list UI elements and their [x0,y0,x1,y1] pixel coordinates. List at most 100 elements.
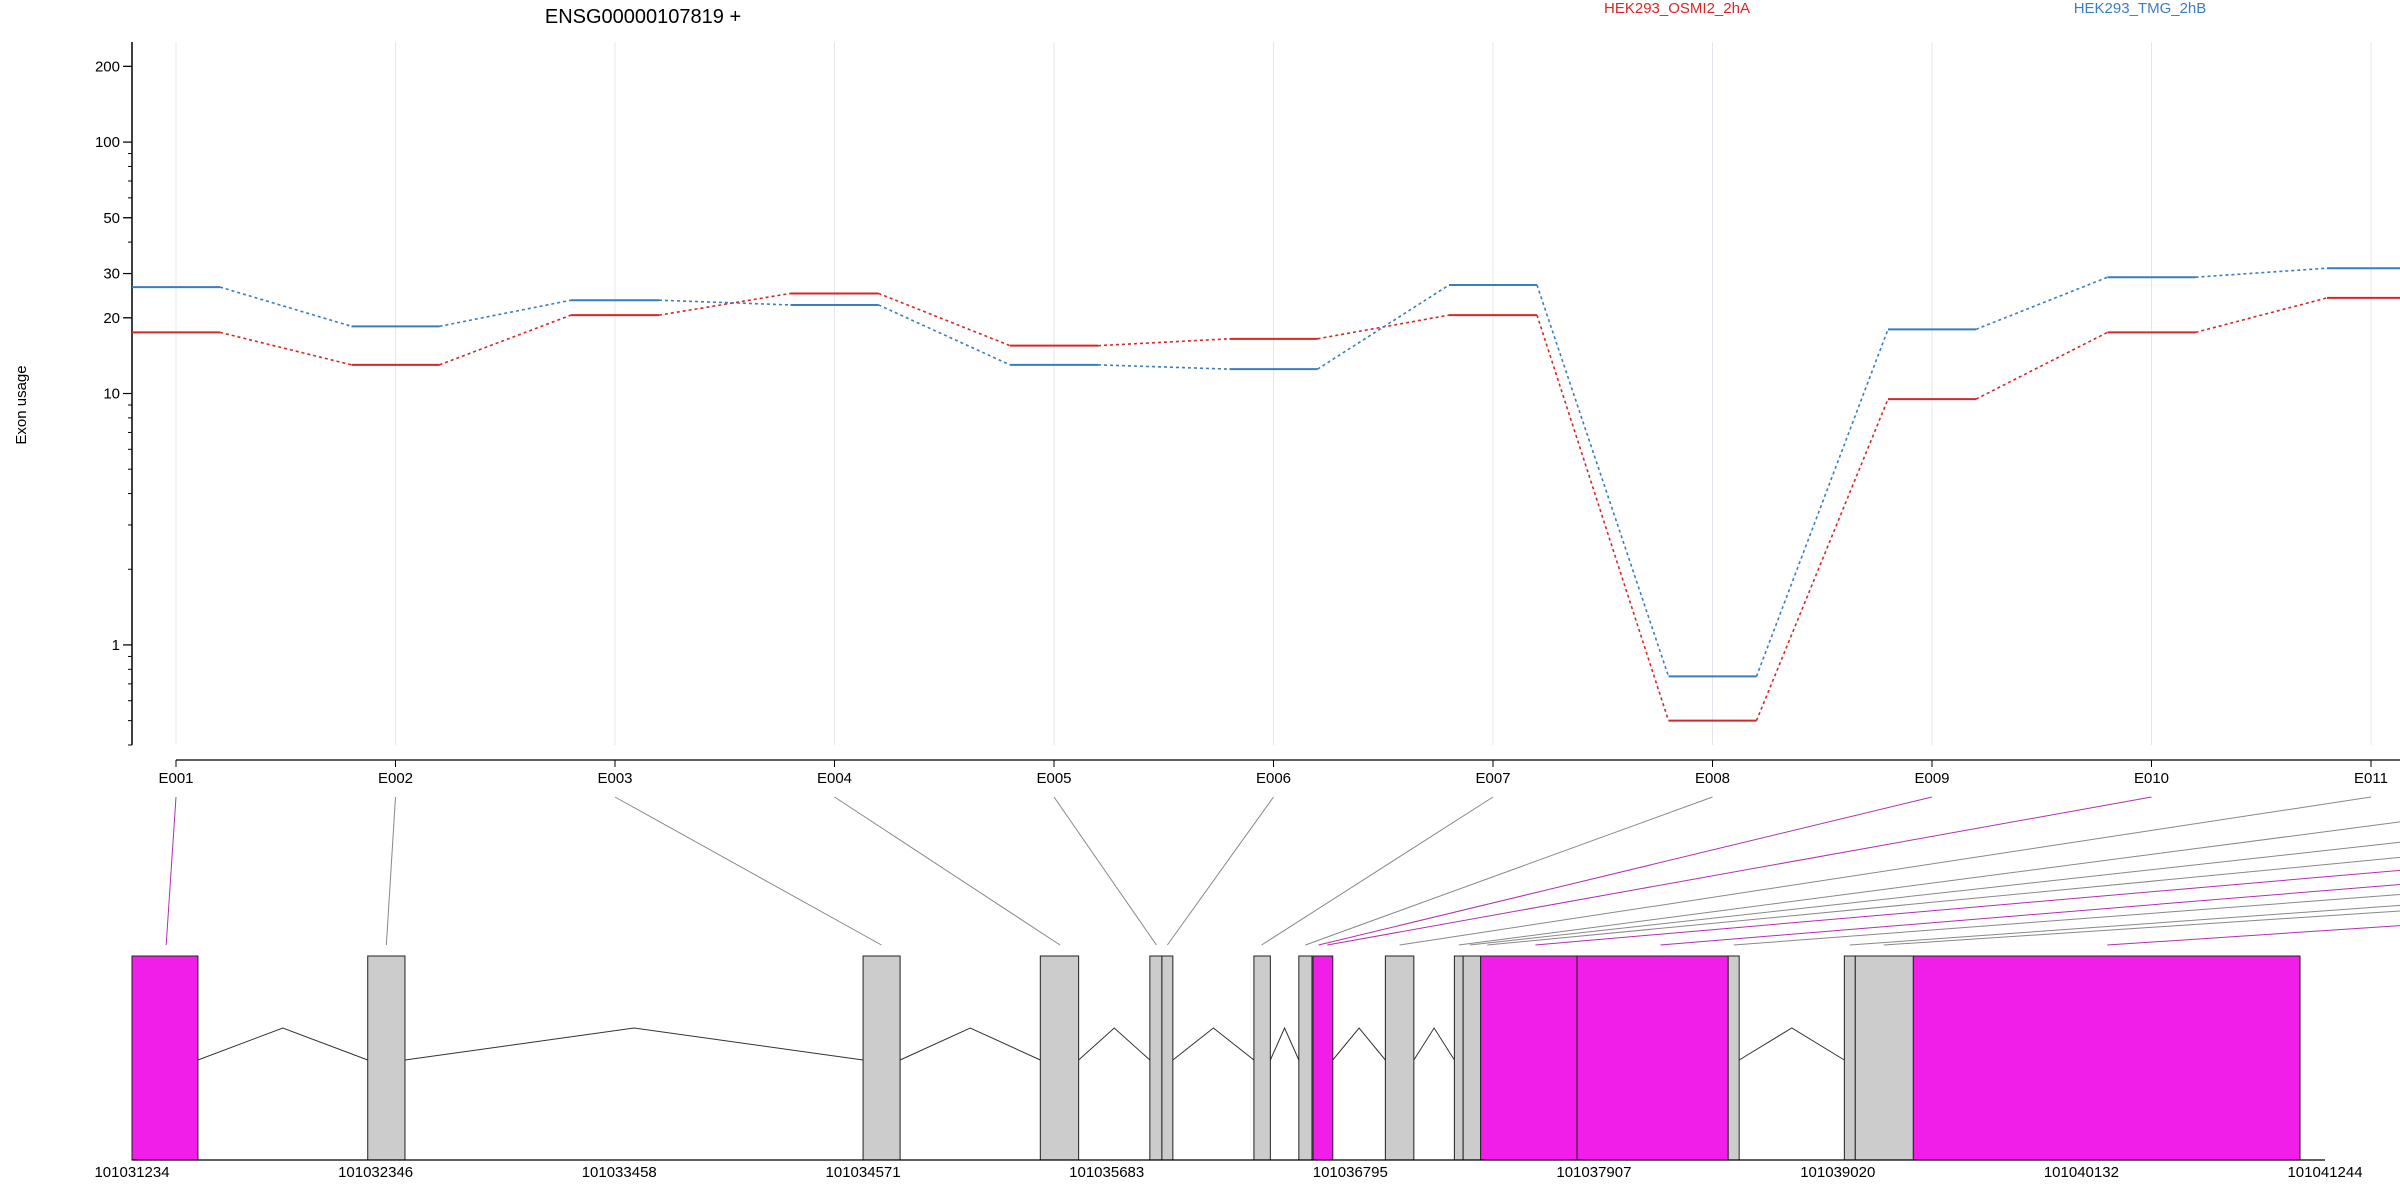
intron-line [1078,1027,1151,1061]
series-connector [1097,338,1230,347]
connector-E015 [1535,869,2400,946]
series-connector [1975,276,2108,331]
series-connector [1755,398,1889,721]
y-axis-label: Exon usage [13,365,30,444]
intron-line [1332,1027,1386,1061]
y-tick-label: 100 [95,134,120,151]
coord-tick-label: 101037907 [1556,1164,1631,1181]
connector-E002 [385,796,396,946]
coord-tick-label: 101034571 [826,1164,901,1181]
exon-block-highlighted [1312,955,1334,1161]
series-osmi2 [132,292,2400,722]
connector-E004 [834,796,1061,946]
exon-block [1384,955,1415,1161]
series-connector [2195,267,2328,279]
connector-E013 [1469,841,2400,946]
series-connector [1755,329,1889,677]
x-tick-label-E001: E001 [158,770,193,787]
exon-block-highlighted [1576,955,1729,1161]
exon-block [1161,955,1174,1161]
intron-line [1738,1027,1845,1061]
x-tick-label-E009: E009 [1914,770,1949,787]
connector-E007 [1261,796,1494,946]
x-tick-label-E011: E011 [2354,770,2388,787]
exon-block-highlighted [131,955,199,1161]
chart-title: ENSG00000107819 + [545,6,741,28]
series-connector [1536,314,1670,721]
exon-block-highlighted [1912,955,2301,1161]
coord-tick-label: 101040132 [2044,1164,2119,1181]
connector-E010 [1327,796,2152,946]
series-connector [439,299,572,328]
exon-block [1298,955,1313,1161]
series-layer [132,267,2400,722]
exon-block [1253,955,1271,1161]
exon-block [1854,955,1914,1161]
y-tick-label: 30 [103,266,120,283]
coord-tick-label: 101036795 [1313,1164,1388,1181]
connector-E006 [1166,796,1274,946]
coord-tick-label: 101039020 [1800,1164,1875,1181]
gene-model [131,955,2301,1161]
series-connector [1536,284,1670,677]
connector-E012 [1458,821,2400,946]
exon-block [1149,955,1163,1161]
coord-tick-label: 101041244 [2287,1164,2362,1181]
x-tick-label-E006: E006 [1256,770,1291,787]
x-tick-label-E007: E007 [1475,770,1510,787]
legend-entry-osmi2: HEK293_OSMI2_2hA [1604,0,1750,17]
connector-E001 [165,796,177,946]
y-tick-label: 50 [103,210,120,227]
y-tick-label: 10 [103,386,120,403]
connector-E005 [1053,796,1157,946]
exon-block [367,955,406,1161]
connector-E014 [1487,856,2400,946]
legend-entry-tmg: HEK293_TMG_2hB [2074,0,2207,17]
connector-E009 [1318,796,1933,946]
intron-line [1269,1026,1300,1061]
exon-block [1462,955,1482,1161]
coord-tick-label: 101033458 [582,1164,657,1181]
connector-E019 [1883,910,2400,946]
connector-E017 [1733,894,2400,946]
exon-block [862,955,901,1161]
x-tick-label-E010: E010 [2134,770,2169,787]
coord-tick-label: 101031234 [94,1164,169,1181]
connector-E011 [1399,796,2372,946]
intron-line [1172,1027,1255,1061]
connector-E016 [1660,883,2400,946]
connector-E018 [1849,904,2400,946]
intron-line [899,1027,1041,1061]
series-connector [1097,364,1230,370]
series-tmg [132,267,2400,678]
y-tick-label: 1 [112,637,120,654]
series-connector [219,286,352,328]
series-connector [658,292,791,316]
exon-block [1453,955,1464,1161]
series-connector [1317,284,1450,370]
x-tick-label-E008: E008 [1695,770,1730,787]
y-axis: 1 10 20 30 50 100 200 [95,42,133,746]
y-tick-label: 20 [103,310,120,327]
intron-line [1413,1027,1455,1061]
intron-line [404,1027,864,1061]
x-tick-label-E003: E003 [597,770,632,787]
series-connector [2195,297,2328,334]
y-tick-label: 200 [95,58,120,75]
x-tick-label-E002: E002 [378,770,413,787]
series-connector [1975,331,2108,400]
x-tick-label-E004: E004 [817,770,852,787]
connector-E003 [614,796,882,946]
grid-lines [175,42,2372,745]
x-tick-label-E005: E005 [1036,770,1071,787]
coord-tick-label: 101032346 [338,1164,413,1181]
series-connector [219,331,352,366]
coord-tick-label: 101035683 [1069,1164,1144,1181]
series-connector [878,292,1011,347]
series-connector [658,299,791,306]
genomic-coordinate-axis: 101031234 101032346 101033458 101034571 1010… [94,1159,2363,1181]
x-axis: E001 E002 E003 E004 E005 E006 E007 E008 E009 E010… [158,759,2400,787]
exon-connectors [165,796,2400,946]
exon-block [1039,955,1080,1161]
